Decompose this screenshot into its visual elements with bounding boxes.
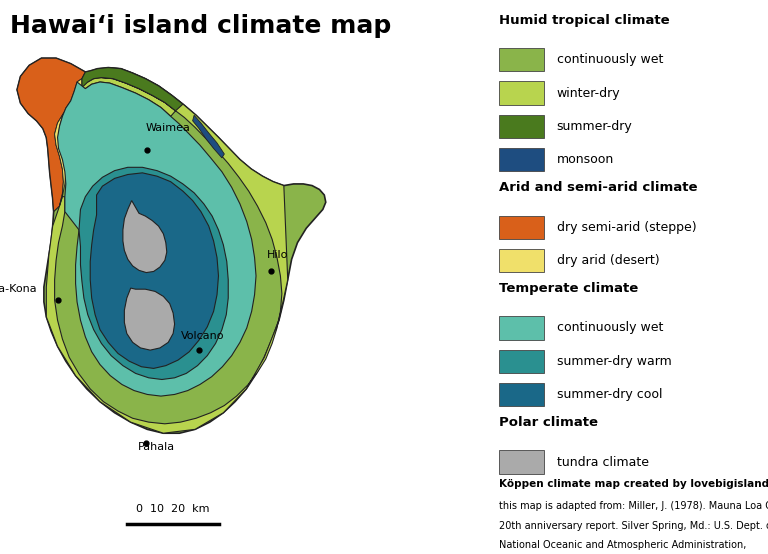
FancyBboxPatch shape xyxy=(499,350,544,373)
FancyBboxPatch shape xyxy=(499,148,544,171)
FancyBboxPatch shape xyxy=(499,81,544,105)
Text: Polar climate: Polar climate xyxy=(499,416,598,429)
Text: dry arid (desert): dry arid (desert) xyxy=(557,254,659,267)
Text: Waimea: Waimea xyxy=(146,123,190,133)
Text: continuously wet: continuously wet xyxy=(557,53,663,66)
Text: this map is adapted from: Miller, J. (1978). Mauna Loa Observatory: a: this map is adapted from: Miller, J. (19… xyxy=(499,501,768,511)
FancyBboxPatch shape xyxy=(499,383,544,406)
FancyBboxPatch shape xyxy=(499,115,544,138)
Polygon shape xyxy=(90,173,218,368)
Text: Humid tropical climate: Humid tropical climate xyxy=(499,14,670,27)
FancyBboxPatch shape xyxy=(499,48,544,71)
Text: Köppen climate map created by lovebigisland.com: Köppen climate map created by lovebigisl… xyxy=(499,479,768,489)
Text: Temperate climate: Temperate climate xyxy=(499,282,638,295)
FancyBboxPatch shape xyxy=(499,316,544,340)
Text: Arid and semi-arid climate: Arid and semi-arid climate xyxy=(499,181,697,194)
Polygon shape xyxy=(58,82,256,396)
Polygon shape xyxy=(55,79,82,206)
Polygon shape xyxy=(124,288,174,350)
FancyBboxPatch shape xyxy=(499,450,544,474)
Polygon shape xyxy=(193,115,224,158)
Polygon shape xyxy=(17,58,85,212)
Text: monsoon: monsoon xyxy=(557,153,614,166)
Text: National Oceanic and Atmospheric Administration,: National Oceanic and Atmospheric Adminis… xyxy=(499,540,746,550)
Text: Hilo: Hilo xyxy=(267,250,289,260)
Polygon shape xyxy=(46,68,288,433)
Polygon shape xyxy=(17,58,326,433)
Text: Volcano: Volcano xyxy=(180,331,224,341)
FancyBboxPatch shape xyxy=(499,216,544,239)
Polygon shape xyxy=(79,167,228,379)
Text: summer-dry cool: summer-dry cool xyxy=(557,388,662,401)
Text: continuously wet: continuously wet xyxy=(557,321,663,335)
Text: Hawaiʻi island climate map: Hawaiʻi island climate map xyxy=(10,14,391,38)
Text: dry semi-arid (steppe): dry semi-arid (steppe) xyxy=(557,220,697,234)
Text: winter-dry: winter-dry xyxy=(557,86,621,100)
Text: summer-dry: summer-dry xyxy=(557,120,632,133)
FancyBboxPatch shape xyxy=(499,249,544,272)
Text: 20th anniversary report. Silver Spring, Md.: U.S. Dept. of Commerce,: 20th anniversary report. Silver Spring, … xyxy=(499,521,768,531)
Text: Kailua-Kona: Kailua-Kona xyxy=(0,284,38,294)
Text: summer-dry warm: summer-dry warm xyxy=(557,355,671,368)
Polygon shape xyxy=(123,201,167,273)
Text: tundra climate: tundra climate xyxy=(557,455,649,469)
Text: Pahala: Pahala xyxy=(137,442,174,452)
Polygon shape xyxy=(82,68,183,111)
Text: 0  10  20  km: 0 10 20 km xyxy=(137,504,210,514)
